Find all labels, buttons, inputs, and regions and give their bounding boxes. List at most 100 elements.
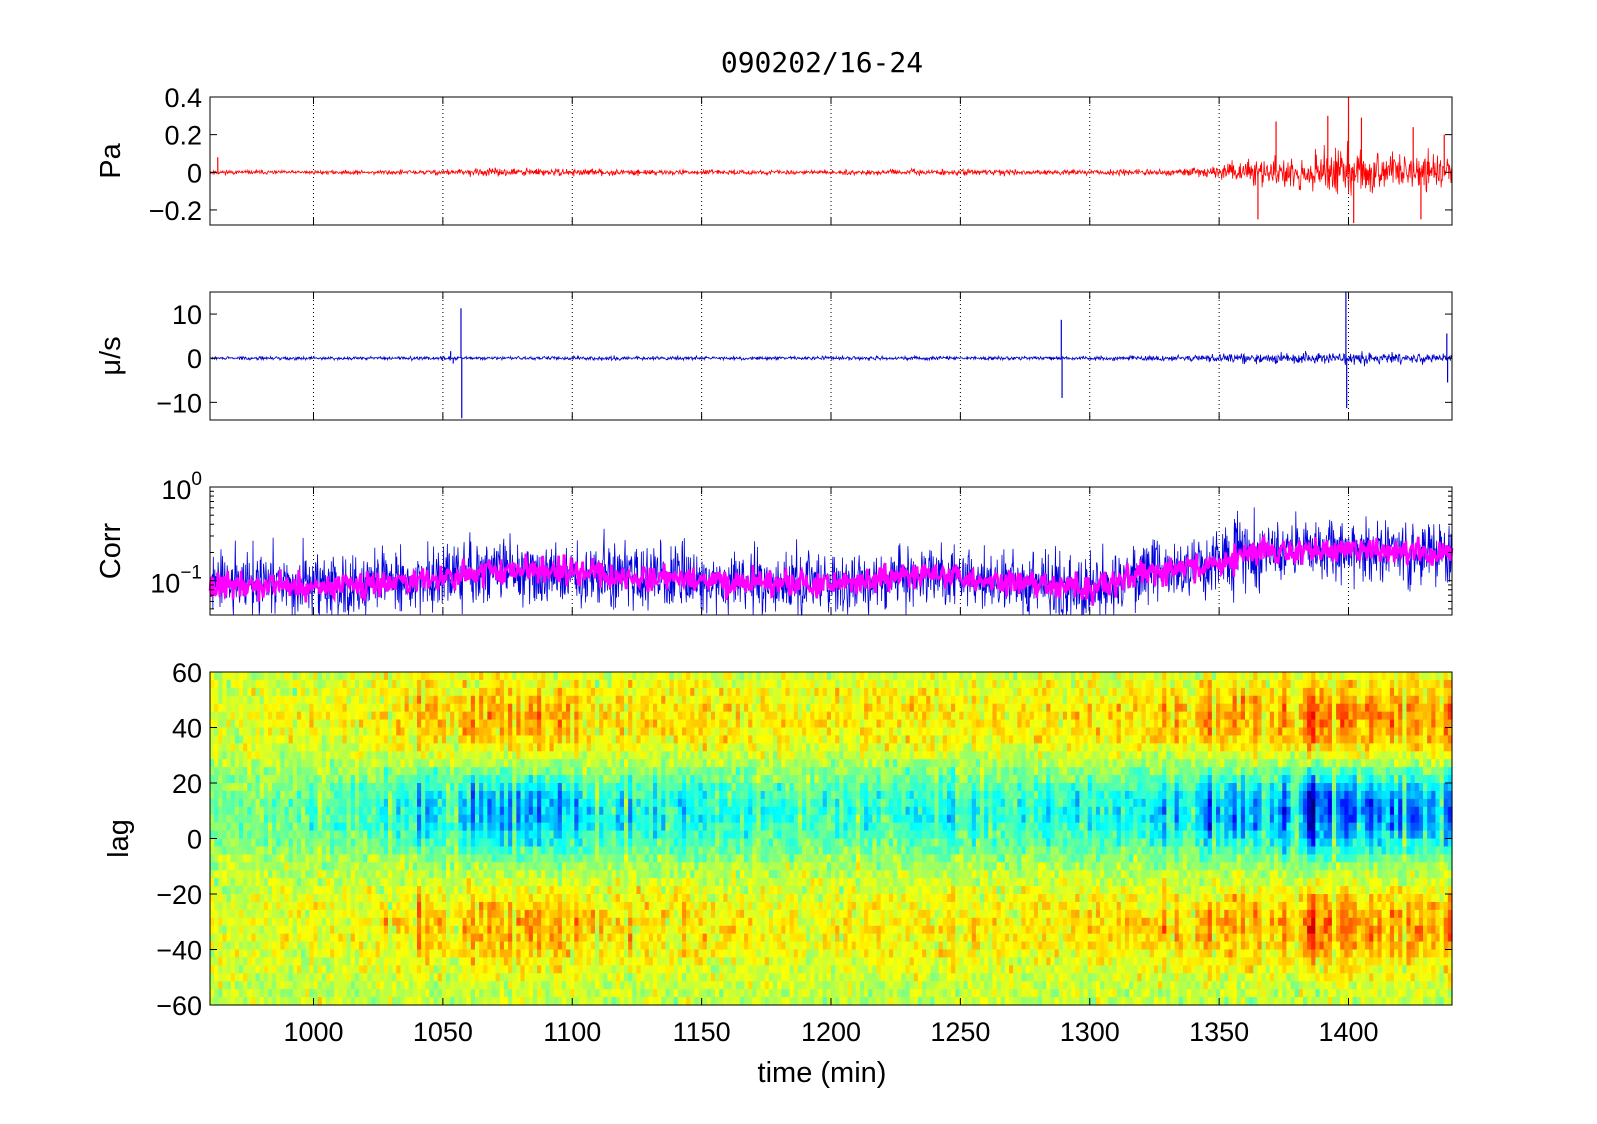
heatmap-cell (483, 735, 488, 744)
heatmap-cell (338, 997, 344, 1006)
heatmap-cell (346, 838, 352, 848)
heatmap-cell (466, 806, 472, 816)
heatmap-cell (388, 846, 393, 855)
heatmap-cell (317, 941, 323, 951)
heatmap-cell (313, 925, 319, 935)
heatmap-cell (317, 997, 323, 1006)
heatmap-cell (619, 870, 625, 879)
heatmap-cell (280, 862, 286, 871)
heatmap-cell (259, 917, 265, 927)
heatmap-cell (458, 743, 464, 752)
heatmap-cell (586, 894, 592, 903)
heatmap-cell (429, 830, 435, 840)
heatmap-cell (338, 941, 344, 951)
heatmap-cell (524, 878, 530, 887)
heatmap-cell (437, 743, 443, 752)
heatmap-cell (474, 989, 480, 998)
heatmap-cell (425, 925, 431, 935)
heatmap-cell (367, 743, 373, 752)
heatmap-cell (288, 814, 294, 824)
heatmap-cell (330, 894, 335, 903)
heatmap-cell (624, 790, 629, 800)
heatmap-cell (392, 814, 397, 824)
heatmap-cell (346, 894, 352, 903)
heatmap-cell (230, 703, 236, 713)
heatmap-cell (267, 759, 273, 768)
heatmap-cell (599, 711, 604, 721)
heatmap-cell (445, 862, 451, 871)
heatmap-cell (508, 973, 513, 982)
heatmap-cell (524, 695, 530, 705)
heatmap-cell (479, 949, 484, 959)
heatmap-cell (541, 775, 546, 784)
heatmap-cell (508, 862, 513, 871)
heatmap-cell (210, 830, 215, 840)
heatmap-cell (532, 965, 538, 974)
heatmap-cell (632, 743, 638, 752)
heatmap-cell (541, 743, 546, 752)
heatmap-cell (628, 997, 633, 1006)
heatmap-cell (425, 957, 431, 966)
heatmap-cell (247, 894, 252, 903)
heatmap-cell (330, 695, 335, 705)
heatmap-cell (574, 901, 580, 911)
heatmap-cell (532, 854, 538, 863)
heatmap-cell (363, 814, 368, 824)
heatmap-cell (305, 886, 310, 895)
heatmap-cell (230, 981, 236, 990)
heatmap-cell (520, 751, 526, 760)
heatmap-cell (334, 894, 339, 903)
heatmap-cell (243, 798, 248, 808)
heatmap-cell (400, 783, 406, 792)
heatmap-cell (412, 743, 418, 752)
heatmap-cell (226, 981, 232, 990)
heatmap-cell (462, 711, 468, 721)
heatmap-cell (408, 854, 414, 863)
heatmap-cell (661, 933, 666, 943)
heatmap-cell (425, 759, 431, 768)
heatmap-cell (263, 957, 269, 966)
heatmap-cell (665, 886, 671, 895)
heatmap-cell (607, 703, 613, 713)
heatmap-cell (230, 672, 236, 681)
heatmap-cell (586, 878, 592, 887)
heatmap-cell (673, 672, 679, 681)
heatmap-cell (628, 672, 633, 681)
heatmap-cell (346, 901, 352, 911)
heatmap-cell (400, 711, 406, 721)
heatmap-cell (379, 735, 385, 744)
heatmap-cell (520, 727, 526, 737)
heatmap-cell (230, 973, 236, 982)
heatmap-cell (615, 933, 621, 943)
heatmap-cell (445, 941, 451, 951)
heatmap-cell (462, 672, 468, 681)
heatmap-cell (665, 870, 671, 879)
heatmap-cell (673, 695, 679, 705)
heatmap-cell (210, 957, 215, 966)
heatmap-cell (582, 743, 588, 752)
heatmap-cell (603, 949, 609, 959)
heatmap-cell (657, 703, 662, 713)
heatmap-cell (383, 719, 389, 729)
heatmap-cell (665, 894, 671, 903)
heatmap-cell (595, 830, 600, 840)
heatmap-cell (628, 735, 633, 744)
heatmap-cell (661, 909, 666, 919)
heatmap-cell (445, 822, 451, 832)
heatmap-cell (619, 957, 625, 966)
heatmap-cell (367, 806, 373, 816)
heatmap-cell (619, 933, 625, 943)
heatmap-cell (234, 727, 240, 737)
heatmap-cell (417, 901, 422, 911)
heatmap-cell (342, 743, 348, 752)
heatmap-cell (321, 894, 327, 903)
heatmap-cell (321, 846, 327, 855)
heatmap-cell (338, 830, 344, 840)
heatmap-cell (317, 790, 323, 800)
heatmap-cell (330, 679, 335, 689)
heatmap-cell (462, 870, 468, 879)
heatmap-cell (301, 846, 306, 855)
heatmap-cell (296, 973, 302, 982)
heatmap-cell (346, 949, 352, 959)
heatmap-cell (226, 711, 232, 721)
